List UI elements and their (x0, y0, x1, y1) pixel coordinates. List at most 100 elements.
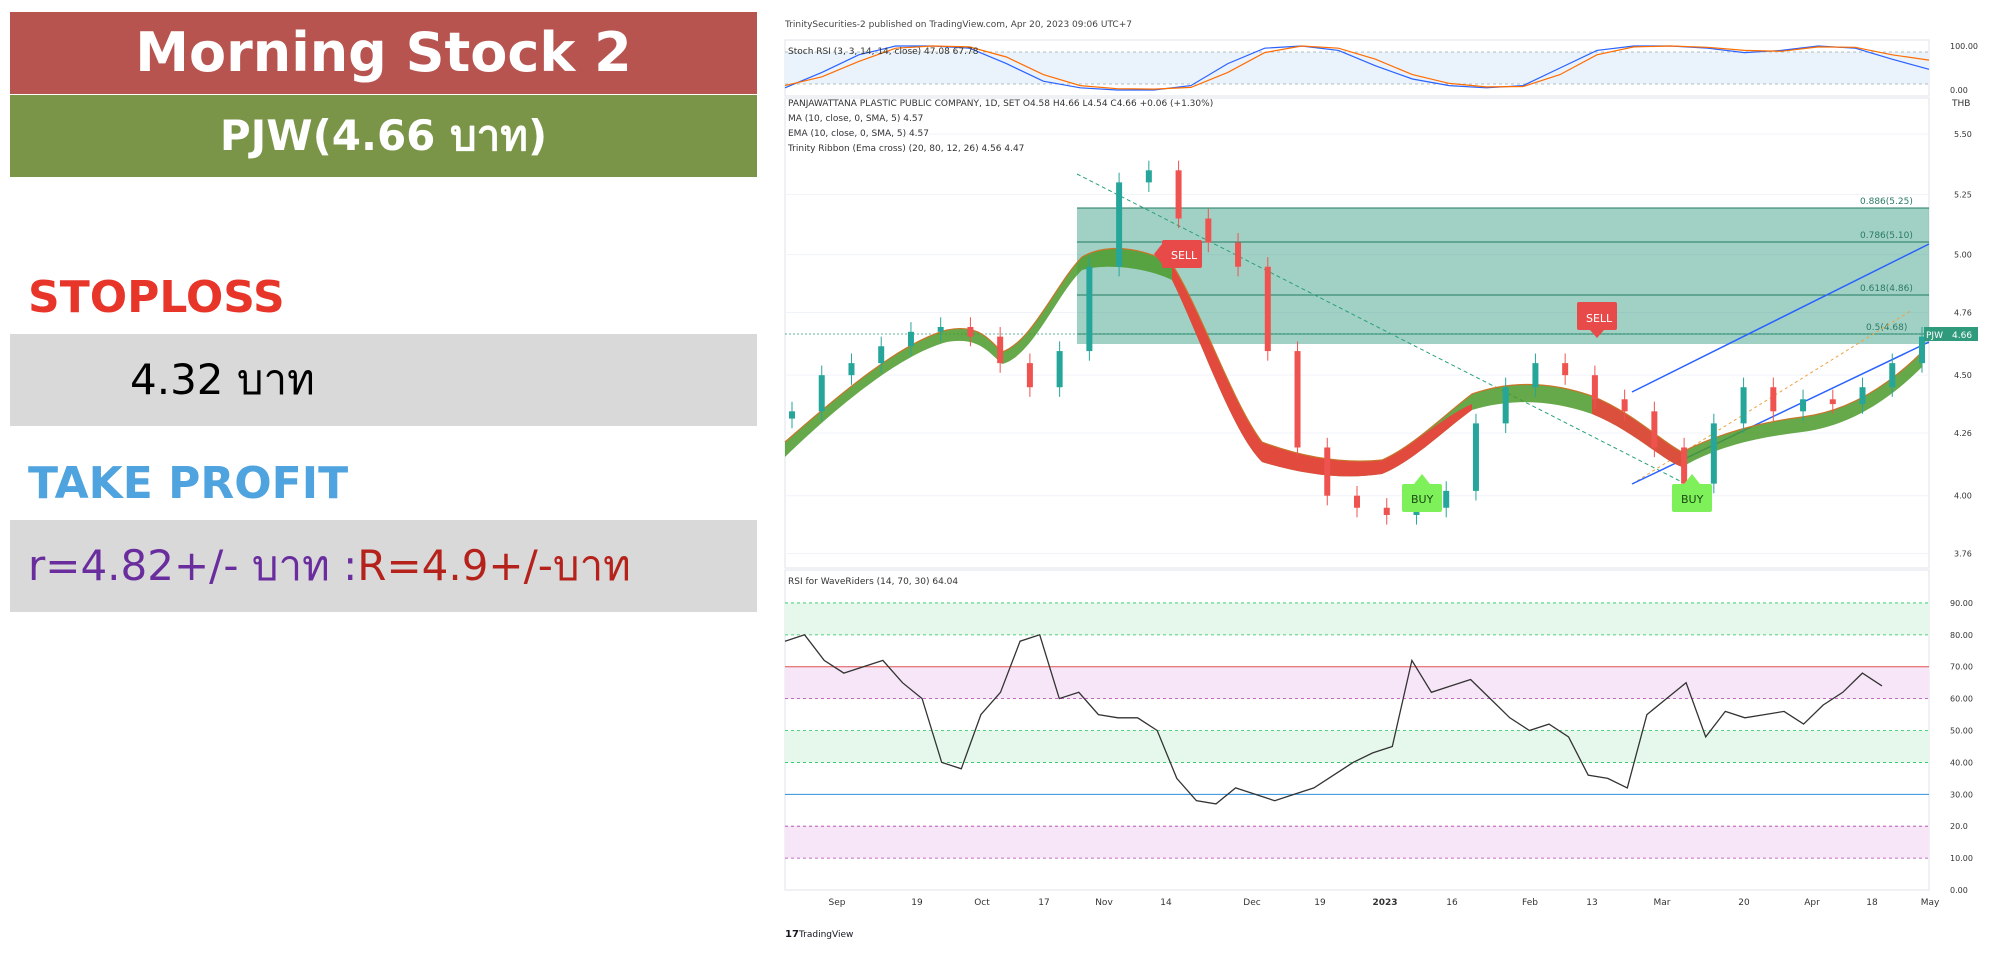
price-tag: 4.66 (1952, 331, 1972, 341)
candle-body (1086, 266, 1093, 352)
candle-body (1710, 423, 1717, 484)
buy-2-text: BUY (1681, 493, 1704, 506)
candle-body (907, 331, 914, 347)
rsi-tick: 20.0 (1950, 822, 1968, 831)
candle-body (1116, 182, 1123, 267)
price-tick: 4.50 (1954, 371, 1972, 380)
stoploss-box: 4.32 บาท (10, 334, 757, 426)
publisher-text: TrinitySecurities-2 published on Trading… (784, 20, 1132, 30)
rsi-tick: 0.00 (1950, 886, 1968, 895)
candle-body (789, 411, 795, 419)
stoch-series-k (784, 45, 1930, 91)
rsi-tick: 40.00 (1950, 758, 1973, 767)
stoch-series-d (784, 45, 1930, 90)
take-profit-value: r=4.82+/- บาท :R=4.9+/-บาท (28, 520, 631, 612)
fib-label-05: 0.5(4.68) (1866, 323, 1907, 333)
candle-body (967, 326, 974, 337)
candle-body (878, 346, 885, 364)
candle-body (1829, 399, 1836, 405)
candle-body (1056, 351, 1063, 388)
candle-body (1264, 266, 1271, 352)
time-tick: Oct (974, 898, 990, 908)
stoch-rsi-pane: Stoch RSI (3, 3, 14, 14, close) 47.08 67… (784, 39, 1978, 97)
candle-body (1383, 507, 1390, 515)
ma-line: MA (10, close, 0, SMA, 5) 4.57 (788, 114, 923, 124)
candle-body (1621, 399, 1628, 412)
candle-body (1205, 218, 1212, 243)
candle-body (1324, 447, 1331, 496)
time-tick: 13 (1586, 898, 1597, 908)
stoploss-value: 4.32 บาท (130, 355, 315, 404)
time-tick: 19 (911, 898, 923, 908)
time-tick: Feb (1522, 898, 1538, 908)
rsi-tick: 10.00 (1950, 854, 1973, 863)
candle-body (1651, 411, 1658, 448)
price-tick: 5.50 (1954, 130, 1972, 139)
candle-body (848, 363, 855, 376)
currency-label: THB (1951, 99, 1970, 109)
stock-symbol-banner: PJW(4.66 บาท) (10, 95, 757, 177)
candle-body (1145, 170, 1152, 183)
candle-body (997, 336, 1004, 364)
rsi-tick: 60.00 (1950, 695, 1973, 704)
candle-body (1175, 170, 1182, 219)
time-tick: May (1921, 898, 1940, 908)
time-tick: 16 (1446, 898, 1458, 908)
symbol-line: PANJAWATTANA PLASTIC PUBLIC COMPANY, 1D,… (788, 99, 1213, 109)
candle-body (1294, 351, 1301, 448)
time-axis: Sep 19 Oct 17 Nov 14 Dec 19 2023 16 Feb 13 Mar 20 Apr 1… (829, 898, 1940, 908)
candlesticks (789, 160, 1925, 525)
candle-body (1859, 387, 1866, 405)
ribbon-line: Trinity Ribbon (Ema cross) (20, 80, 12, … (787, 144, 1024, 154)
candle-body (1026, 363, 1033, 388)
price-tick: 4.00 (1954, 492, 1972, 501)
candle-body (1235, 242, 1242, 267)
take-profit-r: r=4.82+/- บาท : (28, 541, 358, 590)
price-tick: 5.00 (1954, 251, 1972, 260)
stoploss-label: STOPLOSS (28, 272, 285, 323)
rsi-pane: RSI for WaveRiders (14, 70, 30) 64.04 90… (784, 569, 1973, 895)
time-tick: Apr (1804, 898, 1820, 908)
buy-1-text: BUY (1411, 493, 1434, 506)
time-tick: 14 (1160, 898, 1172, 908)
chart-svg: TrinitySecurities-2 published on Trading… (782, 12, 1988, 946)
take-profit-label: TAKE PROFIT (28, 458, 349, 509)
trinity-ribbon (784, 248, 1923, 477)
logo-text: TradingView (798, 930, 853, 940)
signal-buy-2: BUY (1672, 474, 1712, 512)
info-panel: Morning Stock 2 PJW(4.66 บาท) STOPLOSS 4… (0, 0, 770, 956)
rsi-tick: 30.00 (1950, 790, 1973, 799)
ticker-tag: PJW (1926, 331, 1943, 341)
candle-body (1532, 363, 1539, 388)
time-tick: Mar (1654, 898, 1671, 908)
time-tick: 19 (1314, 898, 1326, 908)
time-tick: Nov (1095, 898, 1113, 908)
tradingview-logo: 17 TradingView (785, 929, 853, 940)
stoch-tick: 100.00 (1950, 42, 1978, 51)
candle-body (1740, 387, 1747, 424)
rsi-tick: 80.00 (1950, 631, 1973, 640)
sell-1-text: SELL (1171, 249, 1198, 262)
candle-body (1354, 495, 1360, 508)
signal-sell-1: SELL (1154, 240, 1202, 268)
candle-body (937, 326, 944, 332)
time-tick: Dec (1243, 898, 1260, 908)
rsi-tick: 50.00 (1950, 727, 1973, 736)
candle-body (1681, 447, 1688, 484)
candle-body (1800, 399, 1807, 412)
svg-text:17: 17 (785, 929, 799, 940)
signal-sell-2: SELL (1577, 302, 1617, 338)
time-tick: 17 (1038, 898, 1049, 908)
price-tick: 4.76 (1954, 309, 1972, 318)
rsi-label: RSI for WaveRiders (14, 70, 30) 64.04 (788, 577, 958, 587)
candle-body (1591, 375, 1598, 400)
stoch-label: Stoch RSI (3, 3, 14, 14, close) 47.08 67… (788, 47, 979, 57)
ema-line: EMA (10, close, 0, SMA, 5) 4.57 (788, 129, 929, 139)
rsi-tick: 90.00 (1950, 599, 1973, 608)
stoch-tick: 0.00 (1950, 86, 1968, 95)
page-title: Morning Stock 2 (10, 12, 757, 94)
rsi-series (784, 633, 1883, 805)
fib-label-0786: 0.786(5.10) (1860, 231, 1913, 241)
sell-2-text: SELL (1586, 312, 1613, 325)
chart-screenshot: TrinitySecurities-2 published on Trading… (782, 12, 1988, 946)
